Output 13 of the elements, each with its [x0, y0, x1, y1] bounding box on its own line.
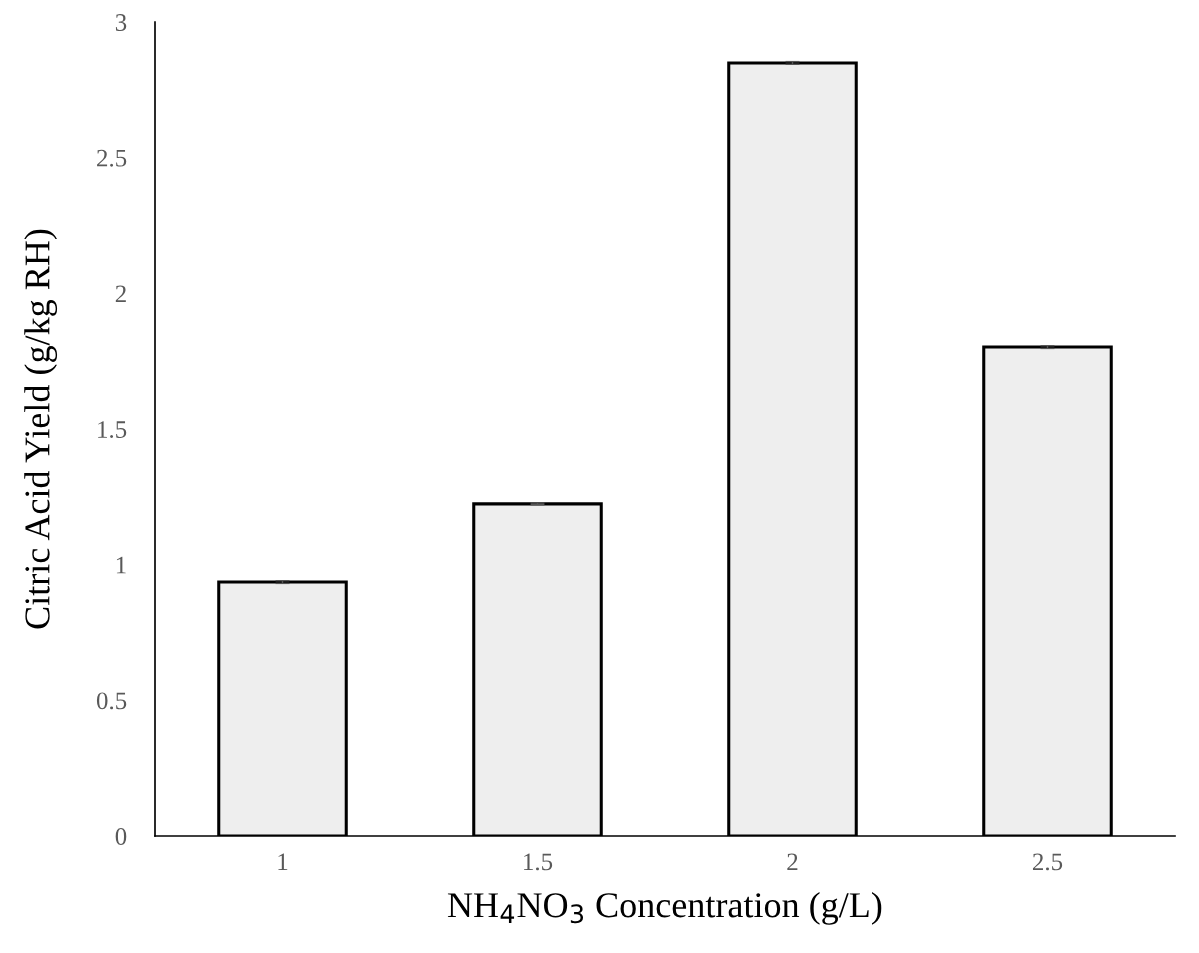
x-axis-title: NH$_{4}$NO$_{3}$ Concentration (g/L): [447, 892, 882, 925]
y-tick-label: 2: [115, 285, 126, 303]
y-tick-label: 1.5: [98, 421, 127, 439]
y-tick-label: 2.5: [97, 149, 127, 167]
x-tick-label: 2.5: [1032, 853, 1063, 871]
x-tick-label: 1.5: [524, 853, 553, 871]
y-tick-label: 0.5: [96, 692, 127, 710]
y-tick-label: 3: [115, 14, 127, 31]
y-tick-label: 1: [116, 556, 126, 574]
y-axis-title: Citric Acid Yield (g/kg RH): [24, 229, 58, 629]
y-tick-label: 0: [115, 828, 127, 845]
x-tick-label: 1: [278, 853, 288, 871]
x-tick-label: 2: [787, 853, 798, 871]
